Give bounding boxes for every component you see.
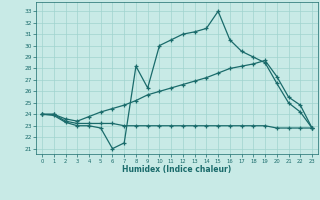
X-axis label: Humidex (Indice chaleur): Humidex (Indice chaleur) (123, 165, 232, 174)
